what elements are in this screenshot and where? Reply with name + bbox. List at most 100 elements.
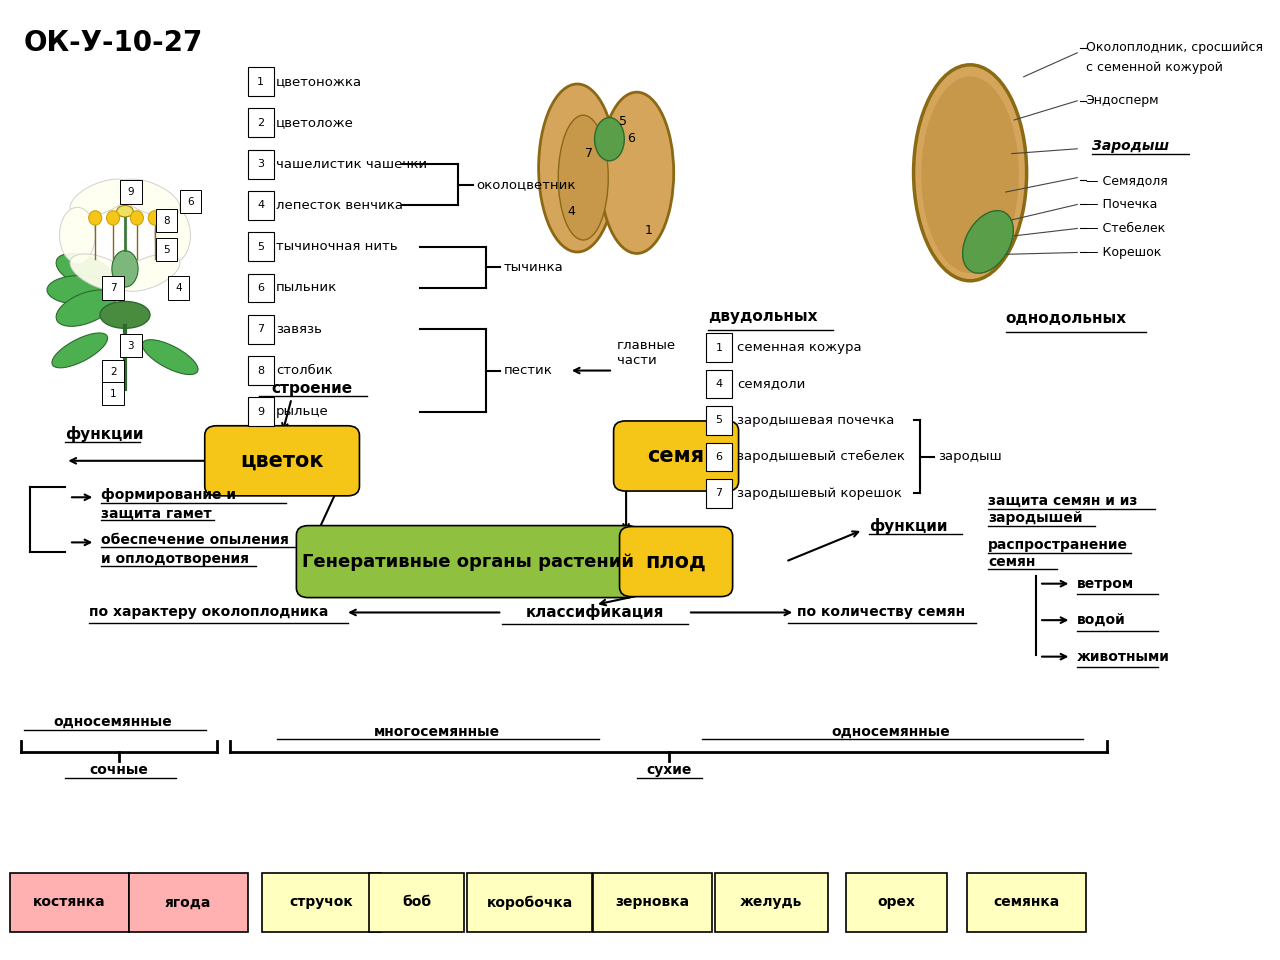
Text: зерновка: зерновка — [616, 896, 690, 909]
Text: зародышевый корешок: зародышевый корешок — [737, 487, 901, 500]
Text: двудольных: двудольных — [708, 309, 818, 324]
FancyBboxPatch shape — [966, 873, 1085, 932]
Ellipse shape — [116, 205, 133, 217]
Text: 4: 4 — [175, 283, 182, 293]
Text: 3: 3 — [257, 159, 264, 169]
FancyBboxPatch shape — [247, 191, 274, 220]
FancyBboxPatch shape — [102, 382, 124, 405]
Text: Генеративные органы растений: Генеративные органы растений — [302, 553, 634, 570]
FancyBboxPatch shape — [9, 873, 128, 932]
FancyBboxPatch shape — [705, 443, 732, 471]
FancyBboxPatch shape — [205, 426, 360, 495]
FancyBboxPatch shape — [467, 873, 593, 932]
Text: столбик: столбик — [276, 364, 333, 377]
Text: формирование и: формирование и — [101, 489, 237, 502]
Text: 8: 8 — [164, 216, 170, 226]
Text: 4: 4 — [716, 379, 722, 389]
Text: строение: строение — [271, 381, 352, 396]
FancyBboxPatch shape — [179, 190, 201, 213]
FancyBboxPatch shape — [168, 276, 189, 300]
Text: семянка: семянка — [993, 896, 1059, 909]
Text: многосемянные: многосемянные — [374, 725, 500, 738]
Text: 6: 6 — [257, 283, 264, 293]
Text: 5: 5 — [716, 416, 722, 425]
Text: 5: 5 — [164, 245, 170, 254]
Text: завязь: завязь — [276, 323, 323, 336]
Text: тычиночная нить: тычиночная нить — [276, 240, 398, 253]
Text: 9: 9 — [128, 187, 134, 197]
Text: 6: 6 — [716, 452, 722, 462]
Text: обеспечение опыления: обеспечение опыления — [101, 534, 289, 547]
Text: стручок: стручок — [289, 896, 353, 909]
Text: 7: 7 — [716, 489, 722, 498]
FancyBboxPatch shape — [128, 873, 247, 932]
Ellipse shape — [70, 180, 132, 216]
Text: 9: 9 — [257, 407, 264, 417]
Ellipse shape — [118, 254, 180, 291]
Text: пыльник: пыльник — [276, 281, 338, 295]
Text: Зародыш: Зародыш — [1092, 139, 1169, 153]
FancyBboxPatch shape — [247, 397, 274, 426]
Text: 7: 7 — [110, 283, 116, 293]
Text: желудь: желудь — [740, 896, 803, 909]
Text: 1: 1 — [110, 389, 116, 398]
Ellipse shape — [52, 333, 108, 368]
Ellipse shape — [963, 210, 1014, 274]
Text: рыльце: рыльце — [276, 405, 329, 419]
Text: — Корешок: — Корешок — [1085, 246, 1161, 259]
Ellipse shape — [106, 210, 119, 226]
Text: цветок: цветок — [241, 451, 324, 470]
Text: зародыш: зародыш — [938, 450, 1002, 464]
Ellipse shape — [111, 251, 138, 287]
Text: 7: 7 — [585, 147, 593, 160]
Ellipse shape — [142, 340, 198, 374]
FancyBboxPatch shape — [705, 333, 732, 362]
Text: боб: боб — [402, 896, 431, 909]
FancyBboxPatch shape — [156, 209, 178, 232]
Ellipse shape — [600, 92, 673, 253]
Text: ветром: ветром — [1078, 577, 1134, 590]
Text: костянка: костянка — [33, 896, 105, 909]
Ellipse shape — [131, 210, 143, 226]
FancyBboxPatch shape — [846, 873, 947, 932]
Text: распространение: распространение — [988, 539, 1128, 552]
Text: 4: 4 — [567, 204, 575, 218]
FancyBboxPatch shape — [714, 873, 828, 932]
Text: коробочка: коробочка — [486, 896, 573, 909]
Text: однодольных: однодольных — [1006, 311, 1126, 326]
Ellipse shape — [594, 118, 625, 161]
Text: пестик: пестик — [503, 364, 553, 377]
Text: семя: семя — [648, 446, 705, 466]
FancyBboxPatch shape — [247, 274, 274, 302]
Text: околоцветник: околоцветник — [476, 179, 576, 191]
FancyBboxPatch shape — [613, 420, 739, 492]
FancyBboxPatch shape — [247, 67, 274, 96]
Text: цветоножка: цветоножка — [276, 75, 362, 88]
Ellipse shape — [118, 180, 180, 216]
Text: — Стебелек: — Стебелек — [1085, 222, 1165, 235]
FancyBboxPatch shape — [297, 526, 639, 597]
Text: семян: семян — [988, 555, 1036, 568]
FancyBboxPatch shape — [102, 276, 124, 300]
FancyBboxPatch shape — [247, 356, 274, 385]
FancyBboxPatch shape — [120, 334, 142, 357]
Text: и оплодотворения: и оплодотворения — [101, 552, 250, 565]
FancyBboxPatch shape — [705, 370, 732, 398]
Text: 6: 6 — [627, 132, 635, 145]
Text: сухие: сухие — [646, 763, 691, 777]
Text: 1: 1 — [645, 224, 653, 237]
Text: классификация: классификация — [526, 605, 664, 620]
Text: 5: 5 — [618, 115, 626, 129]
Text: орех: орех — [877, 896, 915, 909]
Text: 4: 4 — [257, 201, 264, 210]
Text: функции: функции — [65, 426, 143, 442]
Text: семенная кожура: семенная кожура — [737, 341, 861, 354]
Text: односемянные: односемянные — [831, 725, 950, 738]
Text: плод: плод — [645, 552, 707, 571]
Text: 2: 2 — [257, 118, 264, 128]
FancyBboxPatch shape — [262, 873, 381, 932]
Text: зародышей: зародышей — [988, 512, 1083, 525]
Text: — Почечка: — Почечка — [1085, 198, 1157, 211]
FancyBboxPatch shape — [247, 108, 274, 137]
Text: сочные: сочные — [90, 763, 148, 777]
